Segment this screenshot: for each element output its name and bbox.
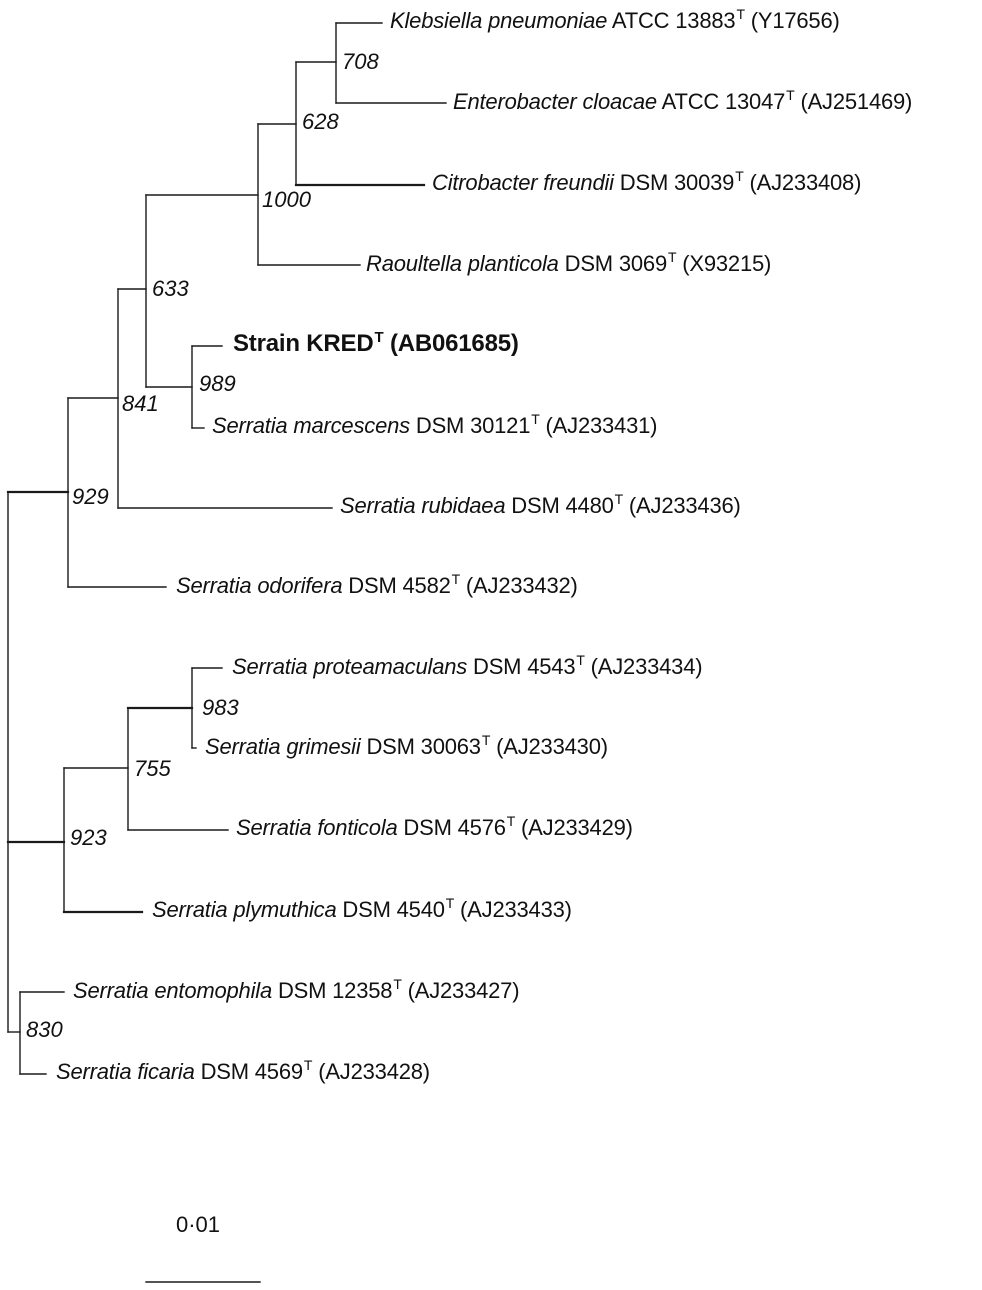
taxon-label-serratia-proteamaculans: Serratia proteamaculans DSM 4543T (AJ233… <box>232 652 703 679</box>
taxon-label-raoultella-planticola: Raoultella planticola DSM 3069T (X93215) <box>366 249 772 276</box>
bootstrap-value-1000: 1000 <box>262 187 311 212</box>
taxon-label-serratia-grimesii: Serratia grimesii DSM 30063T (AJ233430) <box>205 732 608 759</box>
bootstrap-value-633: 633 <box>152 276 189 301</box>
scale-bar-label: 0·01 <box>176 1212 221 1237</box>
taxon-label-serratia-odorifera: Serratia odorifera DSM 4582T (AJ233432) <box>176 571 578 598</box>
bootstrap-value-983: 983 <box>202 695 239 720</box>
taxon-label-citrobacter-freundii: Citrobacter freundii DSM 30039T (AJ23340… <box>432 168 862 195</box>
taxon-label-enterobacter-cloacae: Enterobacter cloacae ATCC 13047T (AJ2514… <box>453 87 913 114</box>
bootstrap-value-923: 923 <box>70 825 107 850</box>
taxon-label-serratia-ficaria: Serratia ficaria DSM 4569T (AJ233428) <box>56 1057 430 1084</box>
taxon-label-serratia-entomophila: Serratia entomophila DSM 12358T (AJ23342… <box>73 976 520 1003</box>
bootstrap-value-989: 989 <box>199 371 236 396</box>
bootstrap-value-628: 628 <box>302 109 339 134</box>
taxon-label-serratia-marcescens: Serratia marcescens DSM 30121T (AJ233431… <box>212 411 658 438</box>
taxon-label-klebsiella-pneumoniae: Klebsiella pneumoniae ATCC 13883T (Y1765… <box>390 6 840 33</box>
bootstrap-value-755: 755 <box>134 756 171 781</box>
taxon-label-strain-kred: Strain KREDT (AB061685) <box>233 329 519 357</box>
bootstrap-value-830: 830 <box>26 1017 63 1042</box>
taxon-label-serratia-rubidaea: Serratia rubidaea DSM 4480T (AJ233436) <box>340 491 741 518</box>
bootstrap-value-929: 929 <box>72 484 109 509</box>
taxon-label-serratia-plymuthica: Serratia plymuthica DSM 4540T (AJ233433) <box>152 895 572 922</box>
bootstrap-value-841: 841 <box>122 391 159 416</box>
taxon-label-serratia-fonticola: Serratia fonticola DSM 4576T (AJ233429) <box>236 813 633 840</box>
bootstrap-value-708: 708 <box>342 49 379 74</box>
